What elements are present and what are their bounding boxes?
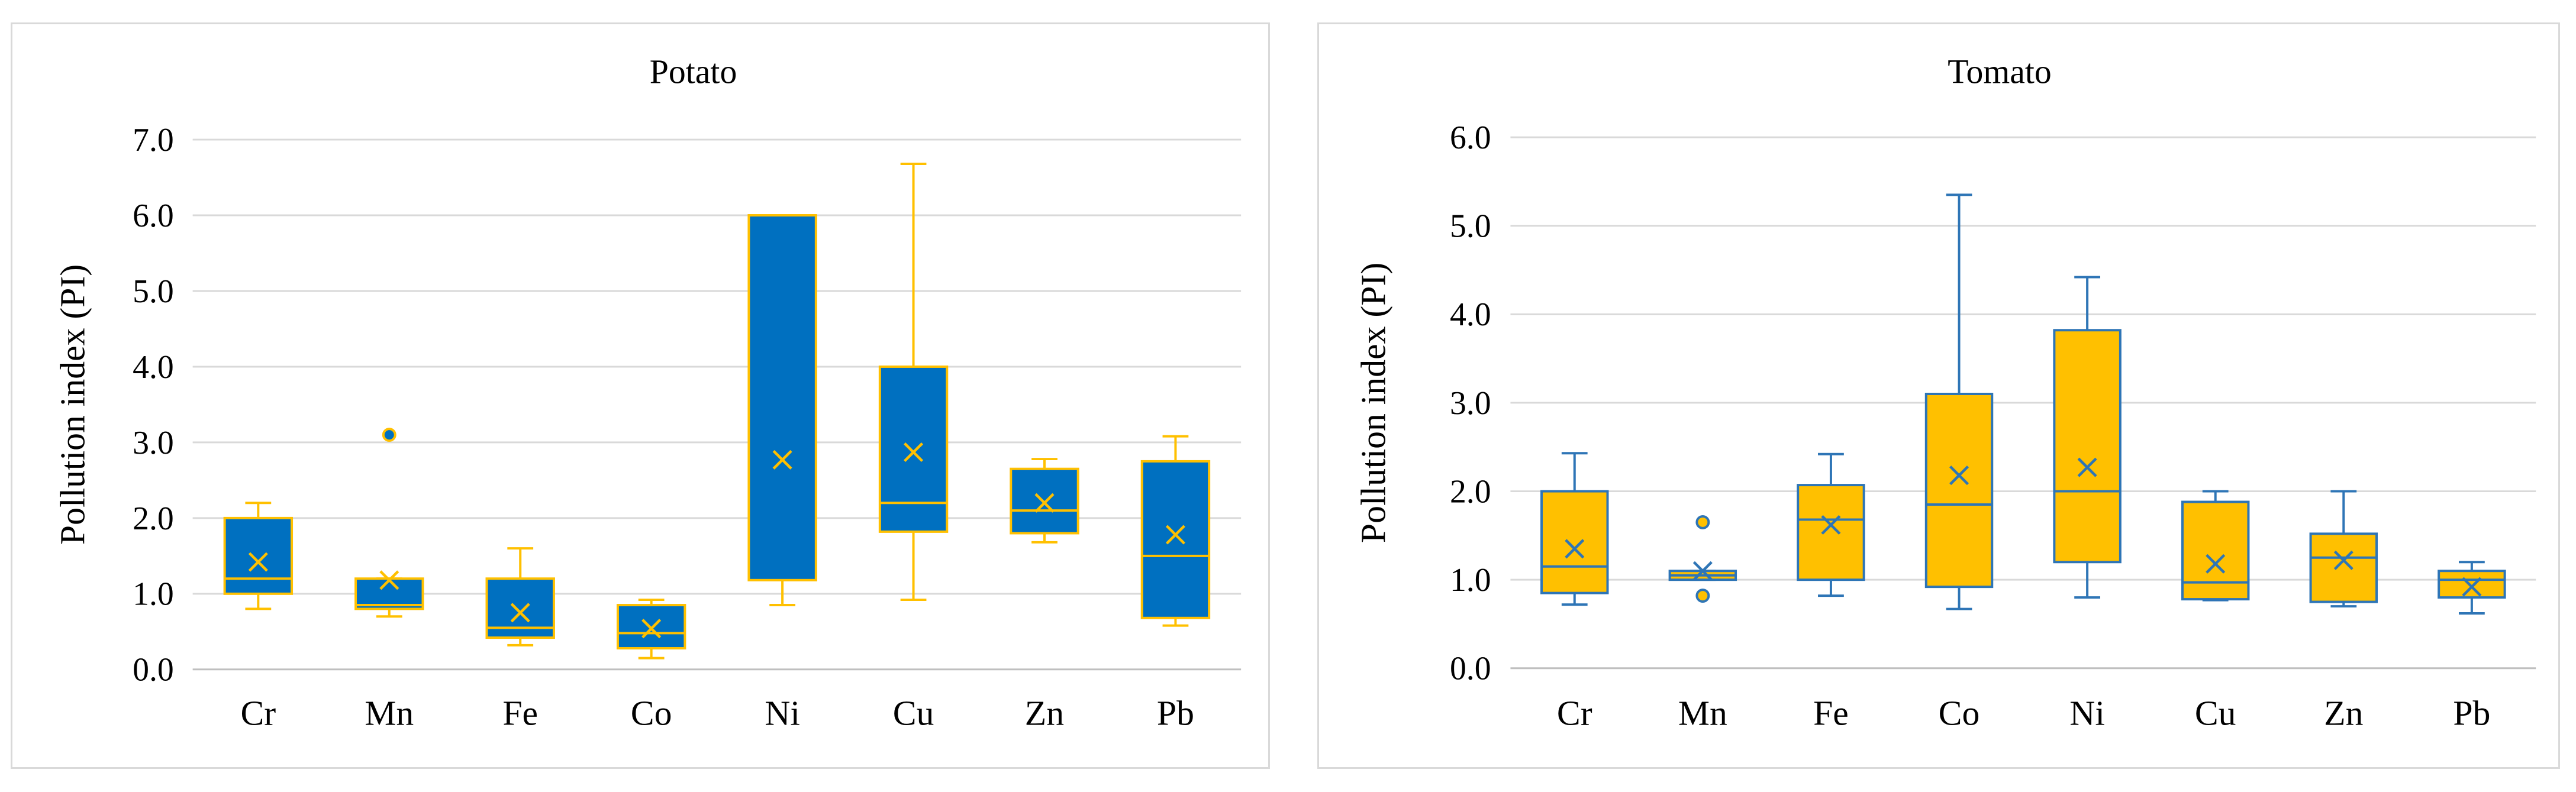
tomato-chart-panel: Tomato Pollution index (PI) 0.0 1.0 2.0 3.0 4.… (1317, 22, 2560, 769)
box-fe (1797, 452, 1865, 597)
box-pb (2438, 561, 2506, 615)
x-category-label: Pb (1157, 693, 1194, 732)
outlier-point (1695, 515, 1710, 529)
x-category-label: Cr (1557, 693, 1592, 732)
x-category-label: Zn (1025, 693, 1064, 732)
box-mn (1668, 515, 1737, 603)
outlier-point (1695, 589, 1710, 603)
y-tick-label: 2.0 (133, 500, 174, 537)
mean-marker (510, 603, 530, 623)
x-category-label: Mn (1678, 693, 1727, 732)
mean-marker (1692, 561, 1713, 581)
box-iqr (1140, 460, 1211, 619)
mean-marker (1034, 493, 1055, 513)
mean-marker (1565, 539, 1585, 559)
mean-marker (248, 552, 268, 572)
x-category-label: Fe (502, 693, 538, 732)
x-category-label: Ni (2069, 693, 2105, 732)
box-fe (485, 547, 555, 646)
mean-marker (1165, 525, 1185, 545)
x-category-label: Ni (765, 693, 800, 732)
y-tick-label: 5.0 (133, 273, 174, 310)
box-zn (1010, 458, 1079, 544)
box-co (1924, 193, 1994, 610)
y-tick-label: 5.0 (1450, 208, 1491, 245)
x-category-label: Mn (365, 693, 414, 732)
box-co (616, 599, 686, 660)
tomato-chart: Tomato Pollution index (PI) 0.0 1.0 2.0 3.0 4.… (1353, 54, 2536, 732)
box-iqr (616, 604, 686, 649)
y-tick-label: 6.0 (133, 198, 174, 234)
box-zn (2309, 490, 2378, 608)
potato-chart-panel: Potato Pollution index (PI) 0.0 1.0 2.0 3.0 4.… (11, 22, 1270, 769)
box-iqr (2181, 500, 2250, 601)
x-category-label: Cu (893, 693, 934, 732)
mean-marker (2333, 550, 2353, 570)
x-category-label: Zn (2324, 693, 2363, 732)
mean-marker (2206, 554, 2226, 574)
box-iqr (747, 214, 817, 581)
y-tick-label: 7.0 (133, 122, 174, 159)
box-iqr (1540, 490, 1609, 594)
mean-marker (772, 450, 792, 470)
y-axis-label: Pollution index (PI) (1353, 263, 1392, 543)
y-tick-label: 1.0 (133, 576, 174, 613)
x-category-label: Cu (2195, 693, 2236, 732)
box-iqr (2053, 329, 2122, 564)
y-tick-label: 3.0 (1450, 385, 1491, 422)
box-iqr (878, 365, 949, 533)
box-iqr (1010, 467, 1079, 535)
mean-marker (2462, 577, 2482, 597)
mean-marker (641, 619, 662, 639)
chart-title: Potato (650, 54, 737, 91)
box-ni (2053, 276, 2122, 599)
box-mn (354, 428, 424, 618)
y-tick-label: 2.0 (1450, 473, 1491, 510)
y-tick-label: 4.0 (1450, 296, 1491, 333)
mean-marker (904, 442, 924, 463)
y-tick-label: 0.0 (1450, 651, 1491, 687)
box-iqr (1924, 392, 1994, 589)
x-category-label: Cr (240, 693, 276, 732)
box-iqr (2309, 532, 2378, 603)
outlier-point (382, 428, 396, 442)
box-cr (1540, 452, 1609, 606)
box-iqr (223, 516, 294, 595)
box-pb (1140, 435, 1211, 627)
mean-marker (379, 570, 399, 590)
x-category-label: Pb (2453, 693, 2490, 732)
box-cu (2181, 490, 2250, 602)
box-ni (747, 214, 817, 607)
y-tick-label: 0.0 (133, 652, 174, 688)
box-iqr (1797, 484, 1865, 581)
chart-title: Tomato (1948, 54, 2052, 91)
y-tick-label: 1.0 (1450, 562, 1491, 599)
box-cr (223, 502, 294, 610)
box-cu (878, 163, 949, 602)
x-category-label: Co (1939, 693, 1980, 732)
x-category-label: Fe (1813, 693, 1849, 732)
y-tick-label: 6.0 (1450, 119, 1491, 156)
y-tick-label: 4.0 (133, 349, 174, 386)
mean-marker (2077, 457, 2097, 477)
box-iqr (2438, 570, 2506, 599)
y-axis-label: Pollution index (PI) (53, 264, 92, 545)
mean-marker (1949, 465, 1969, 486)
y-tick-label: 3.0 (133, 425, 174, 461)
x-category-label: Co (631, 693, 672, 732)
mean-marker (1821, 515, 1841, 535)
potato-chart: Potato Pollution index (PI) 0.0 1.0 2.0 3.0 4.… (53, 54, 1242, 732)
